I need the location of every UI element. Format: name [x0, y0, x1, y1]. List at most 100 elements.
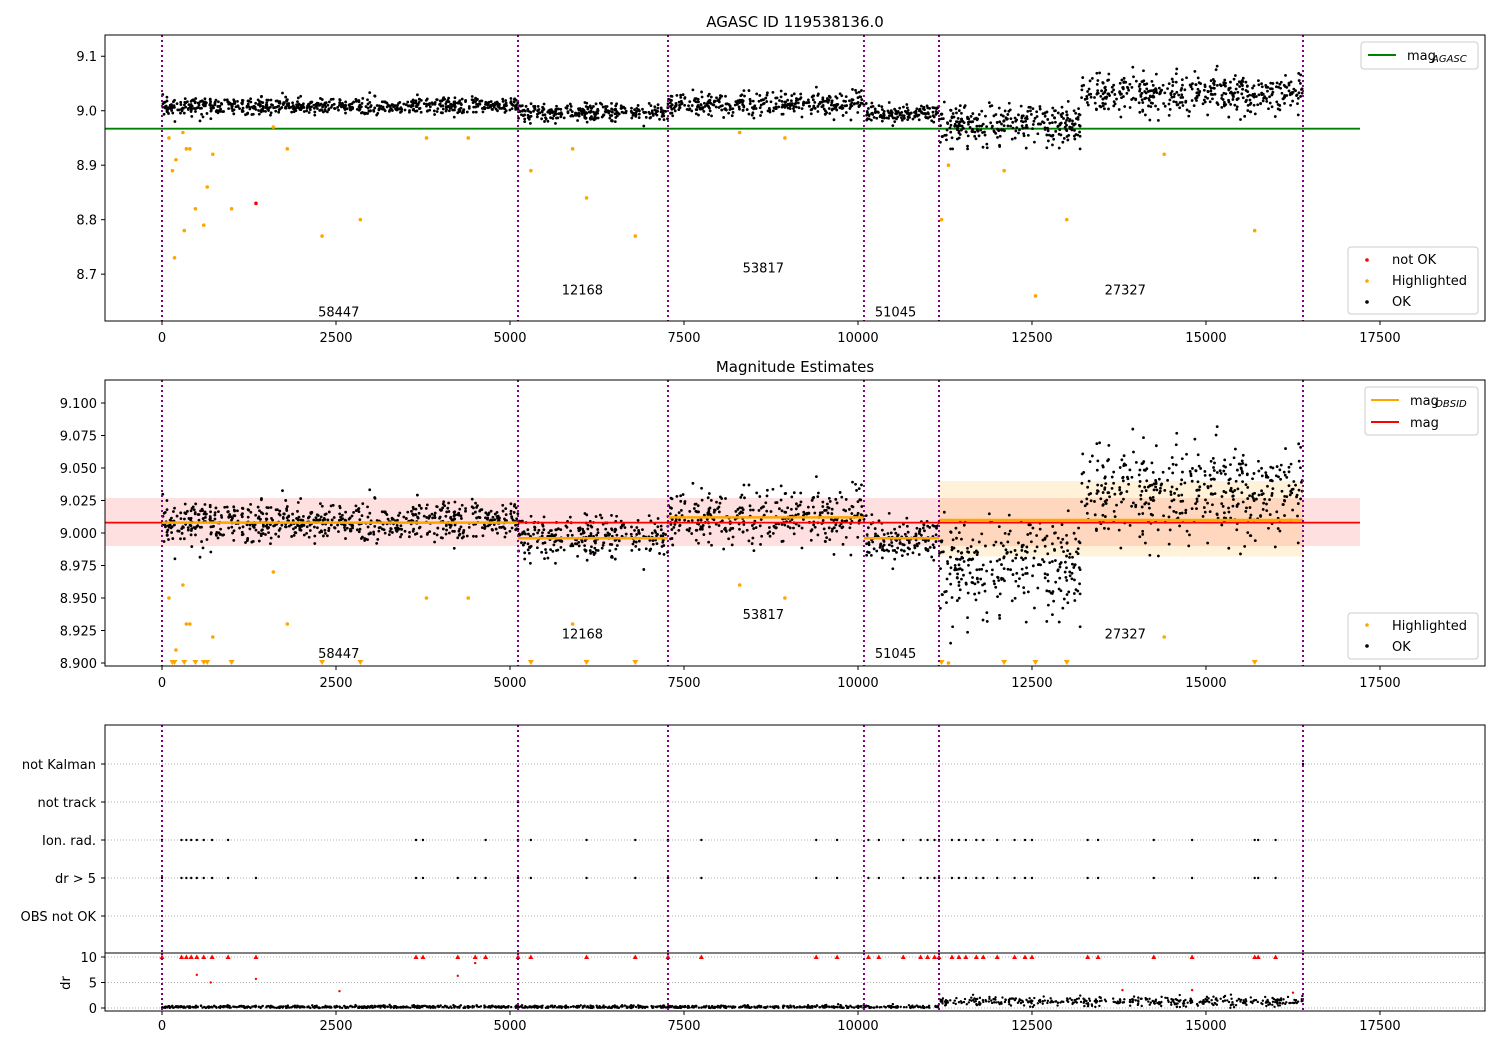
- ok-point: [1002, 555, 1006, 559]
- ok-point: [1274, 474, 1278, 478]
- ok-point: [290, 535, 294, 538]
- ok-point: [700, 498, 704, 502]
- ok-point: [556, 116, 560, 120]
- ok-point: [555, 528, 558, 532]
- ok-point: [1144, 91, 1148, 95]
- ok-point: [1195, 99, 1198, 102]
- ok-point: [536, 531, 540, 535]
- ok-point: [1227, 506, 1230, 510]
- ion-rad-flag: [421, 838, 425, 842]
- ok-point: [1195, 497, 1199, 501]
- ok-point: [460, 503, 464, 507]
- ok-point: [459, 514, 463, 518]
- ok-point: [764, 96, 768, 100]
- dr5-flag: [1030, 876, 1034, 880]
- ok-point: [316, 102, 320, 105]
- ok-point: [1297, 79, 1301, 82]
- ok-point: [1184, 100, 1188, 104]
- dr-point: [899, 1005, 902, 1009]
- ok-point: [1043, 576, 1047, 580]
- ok-point: [1063, 125, 1067, 129]
- ok-point: [671, 114, 675, 118]
- ok-point: [890, 541, 894, 544]
- ok-point: [1101, 101, 1105, 105]
- ok-point: [165, 533, 169, 537]
- ok-point: [715, 96, 718, 100]
- ok-point: [688, 510, 692, 513]
- ok-point: [1104, 502, 1108, 505]
- ok-point: [606, 109, 610, 113]
- ok-point: [1068, 555, 1071, 559]
- ok-point: [1232, 77, 1236, 81]
- ok-point: [354, 509, 358, 512]
- ok-point: [363, 112, 367, 116]
- ok-point: [1143, 113, 1147, 117]
- ok-point: [1279, 80, 1283, 84]
- ok-point: [1095, 468, 1099, 472]
- ok-point: [1065, 566, 1068, 570]
- ok-point: [630, 106, 633, 110]
- ok-point: [246, 102, 250, 106]
- dr-point: [1025, 998, 1028, 1002]
- ok-point: [327, 510, 331, 514]
- legend-label: OK: [1392, 640, 1411, 655]
- ok-point: [315, 526, 319, 530]
- ok-point: [357, 100, 361, 104]
- ok-point: [768, 110, 772, 114]
- ok-point: [182, 537, 186, 541]
- ok-point: [631, 113, 635, 117]
- ok-point: [373, 496, 377, 499]
- ok-point: [474, 105, 478, 109]
- ok-point: [336, 105, 340, 109]
- ok-point: [1238, 85, 1242, 88]
- ok-point: [1179, 88, 1183, 92]
- ok-point: [1033, 116, 1037, 120]
- ok-point: [180, 109, 184, 113]
- ok-point: [1150, 79, 1154, 83]
- ok-point: [792, 107, 795, 111]
- ok-point: [694, 538, 698, 542]
- ok-point: [1213, 92, 1217, 96]
- ok-point: [1212, 83, 1216, 86]
- ok-point: [1161, 470, 1165, 474]
- ok-point: [856, 511, 860, 515]
- highlighted-point: [424, 596, 429, 600]
- ok-point: [1013, 136, 1017, 140]
- ok-point: [307, 535, 311, 539]
- dr-point: [941, 1002, 944, 1005]
- dr-point: [1134, 999, 1137, 1002]
- ok-point: [1235, 105, 1239, 109]
- ok-point: [1211, 503, 1214, 507]
- ok-point: [1264, 471, 1268, 474]
- ok-point: [790, 94, 794, 97]
- ok-point: [453, 523, 457, 527]
- ok-point: [759, 518, 763, 521]
- ok-point: [1213, 461, 1216, 465]
- ok-point: [549, 116, 552, 120]
- ok-point: [1066, 549, 1070, 553]
- ok-point: [1175, 487, 1179, 491]
- dr-point: [1273, 1000, 1277, 1004]
- ok-point: [1235, 82, 1239, 86]
- ok-point: [949, 130, 953, 134]
- ok-point: [833, 518, 837, 521]
- ok-point: [1193, 437, 1197, 441]
- ok-point: [736, 102, 739, 106]
- ok-point: [960, 551, 964, 555]
- ok-point: [1147, 104, 1150, 108]
- ok-point: [387, 533, 391, 537]
- ok-point: [688, 100, 692, 104]
- ok-point: [1260, 85, 1264, 89]
- ok-point: [1275, 465, 1279, 468]
- dr-point: [907, 1003, 911, 1007]
- ok-point: [1086, 103, 1090, 107]
- ok-point: [1209, 92, 1213, 96]
- ok-point: [200, 112, 203, 116]
- ok-point: [318, 109, 322, 112]
- ok-point: [1056, 569, 1060, 573]
- ok-point: [1195, 507, 1198, 510]
- ok-point: [418, 504, 421, 508]
- ok-point: [841, 106, 845, 110]
- highlighted-point: [1064, 217, 1069, 222]
- ok-point: [720, 108, 724, 112]
